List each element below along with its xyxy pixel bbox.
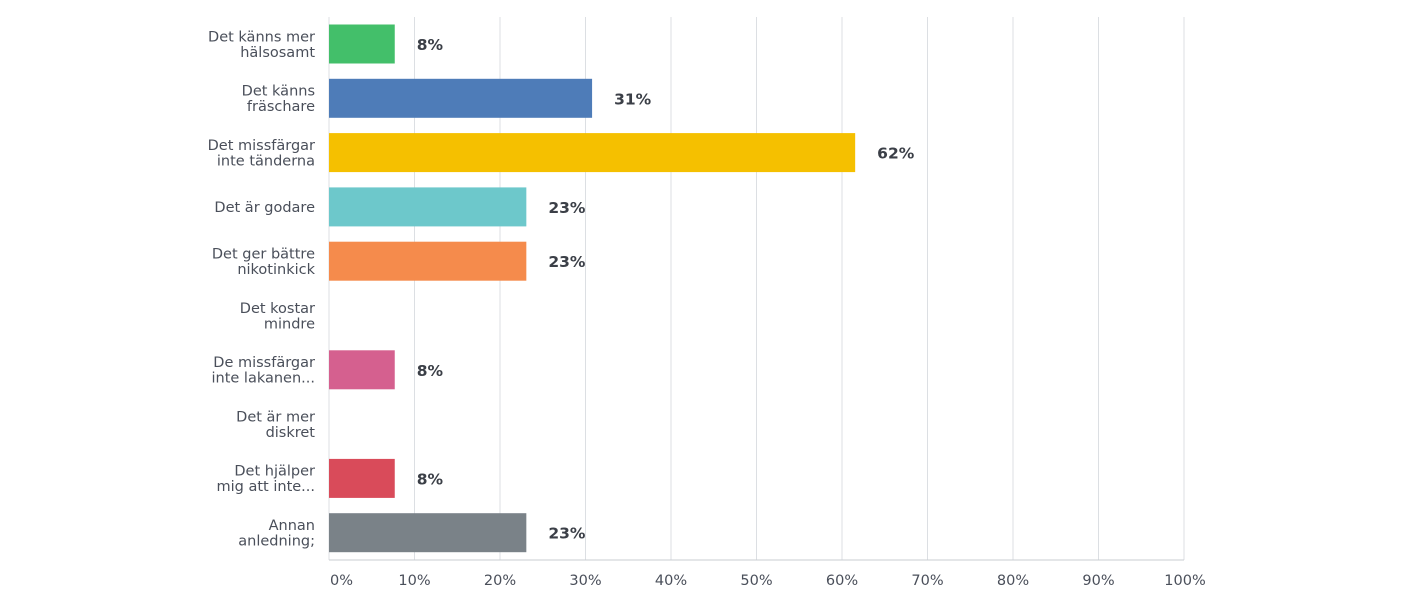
value-label: 8% <box>417 470 444 488</box>
category-label: Det känns mer hälsosamt <box>208 29 315 61</box>
bar <box>329 350 395 390</box>
x-tick-label: 90% <box>1082 573 1114 589</box>
category-label: Det är godare <box>214 200 315 216</box>
x-tick-label: 30% <box>569 573 601 589</box>
x-tick-label: 10% <box>398 573 430 589</box>
value-label: 23% <box>548 199 586 217</box>
bar <box>329 187 527 227</box>
category-label: Annan anledning; <box>238 518 315 550</box>
x-tick-label: 20% <box>484 573 516 589</box>
x-tick-label: 40% <box>655 573 687 589</box>
x-tick-label: 50% <box>740 573 772 589</box>
value-label: 31% <box>614 90 652 108</box>
value-label: 23% <box>548 525 586 543</box>
x-tick-label: 100% <box>1164 573 1205 589</box>
category-label: Det missfärgar inte tänderna <box>208 138 315 170</box>
bar <box>329 513 527 553</box>
category-label: Det hjälper mig att inte... <box>217 464 316 496</box>
category-label: De missfärgar inte lakanen... <box>211 355 315 387</box>
x-tick-label: 0% <box>330 573 353 589</box>
category-label: Det kostar mindre <box>240 301 315 333</box>
category-label: Det är mer diskret <box>236 409 315 441</box>
x-tick-label: 70% <box>911 573 943 589</box>
category-label: Det känns fräschare <box>242 84 315 116</box>
bar <box>329 241 527 281</box>
value-label: 8% <box>417 362 444 380</box>
bar <box>329 133 856 173</box>
value-label: 62% <box>877 145 915 163</box>
x-tick-label: 80% <box>997 573 1029 589</box>
bar <box>329 458 395 498</box>
x-tick-label: 60% <box>826 573 858 589</box>
bar <box>329 78 593 118</box>
value-label: 8% <box>417 36 444 54</box>
value-label: 23% <box>548 253 586 271</box>
category-label: Det ger bättre nikotinkick <box>212 246 316 278</box>
bar <box>329 24 395 64</box>
